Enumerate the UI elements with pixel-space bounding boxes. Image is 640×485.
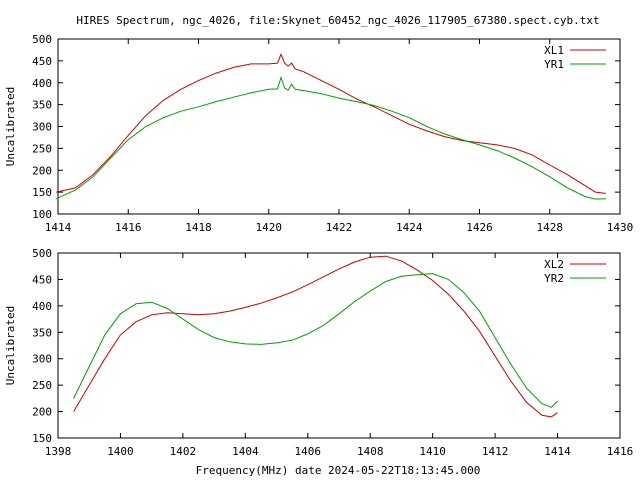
x-axis-label: Frequency(MHz) date 2024-05-22T18:13:45.… — [196, 464, 481, 477]
x-tick-label: 1400 — [107, 445, 134, 458]
y-tick-label: 100 — [32, 208, 52, 221]
legend-label: XL1 — [544, 44, 564, 57]
x-tick-label: 1420 — [256, 221, 283, 234]
y-tick-label: 300 — [32, 353, 52, 366]
x-tick-label: 1418 — [185, 221, 212, 234]
x-tick-label: 1416 — [607, 445, 634, 458]
y-tick-label: 450 — [32, 55, 52, 68]
x-tick-label: 1408 — [357, 445, 384, 458]
series-line-xl2 — [73, 255, 558, 418]
plot-frame — [57, 38, 621, 215]
y-tick-label: 500 — [32, 247, 52, 260]
y-tick-label: 150 — [32, 186, 52, 199]
y-tick-label: 350 — [32, 99, 52, 112]
x-tick-label: 1412 — [482, 445, 509, 458]
x-tick-label: 1406 — [295, 445, 322, 458]
top-panel: 1414 1416 1418 1420 1422 1424 1426 1428 1430 100 1… — [4, 33, 633, 234]
y-tick-label: 450 — [32, 273, 52, 286]
series-line-yr2 — [73, 273, 558, 408]
y-tick-label: 400 — [32, 300, 52, 313]
x-tick-label: 1410 — [419, 445, 446, 458]
y-tick-label: 200 — [32, 164, 52, 177]
plot-frame — [57, 252, 621, 439]
y-tick-label: 400 — [32, 77, 52, 90]
y-tick-label: 350 — [32, 326, 52, 339]
y-tick-label: 300 — [32, 121, 52, 134]
x-tick-label: 1404 — [232, 445, 259, 458]
y-tick-label: 150 — [32, 432, 52, 445]
series-line-yr1 — [55, 75, 606, 200]
x-tick-label: 1424 — [396, 221, 423, 234]
y-tick-label: 250 — [32, 142, 52, 155]
x-tick-label: 1414 — [544, 445, 571, 458]
x-tick-label: 1398 — [45, 445, 72, 458]
bottom-panel: 1398 1400 1402 1404 1406 1408 1410 1412 1414 1416… — [4, 247, 633, 458]
y-axis-label: Uncalibrated — [4, 306, 17, 385]
x-tick-label: 1416 — [115, 221, 142, 234]
y-tick-label: 250 — [32, 379, 52, 392]
x-tick-label: 1414 — [45, 221, 72, 234]
series-line-xl1 — [56, 52, 606, 194]
x-tick-label: 1430 — [607, 221, 634, 234]
x-tick-label: 1426 — [466, 221, 493, 234]
x-tick-label: 1422 — [326, 221, 353, 234]
x-tick-label: 1402 — [170, 445, 197, 458]
legend-label: YR1 — [544, 58, 564, 71]
legend-label: XL2 — [544, 258, 564, 271]
y-axis-label: Uncalibrated — [4, 87, 17, 166]
figure-title: HIRES Spectrum, ngc_4026, file:Skynet_60… — [76, 14, 599, 27]
x-tick-label: 1428 — [537, 221, 564, 234]
y-tick-label: 500 — [32, 33, 52, 46]
y-tick-label: 200 — [32, 406, 52, 419]
legend-label: YR2 — [544, 272, 564, 285]
